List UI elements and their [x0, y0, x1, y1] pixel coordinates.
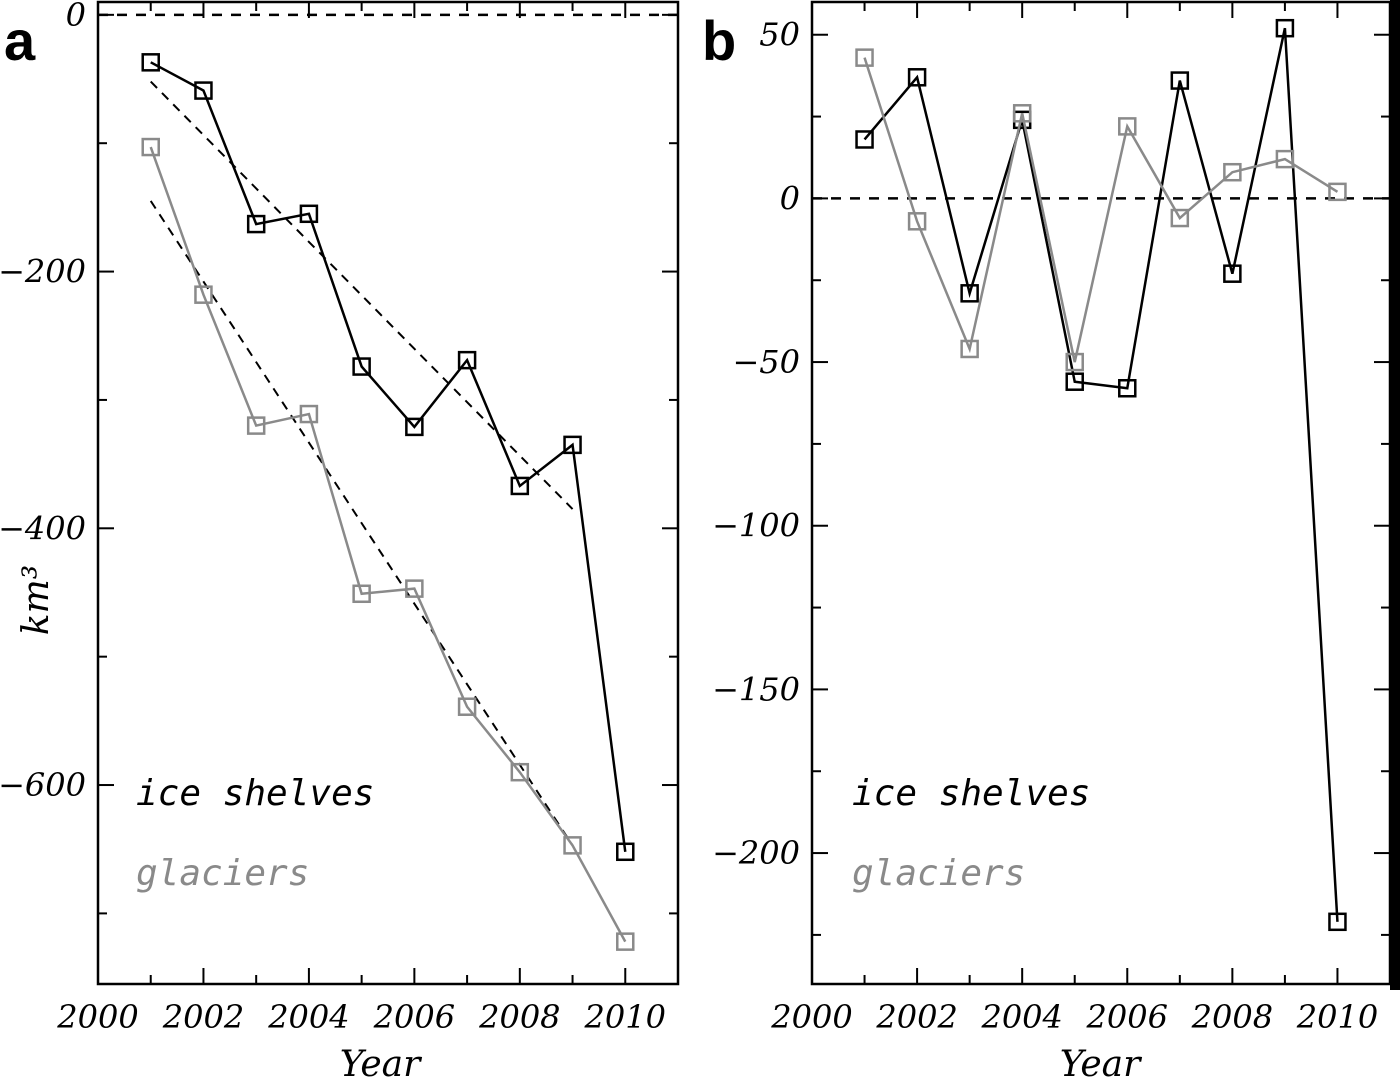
panel-b-x-tick-label: 2000 [770, 998, 852, 1036]
panel-b-x-tick-label: 2006 [1086, 998, 1168, 1036]
panel-a-y-tick-label: −200 [0, 253, 86, 291]
panel-b-x-tick-label: 2002 [875, 998, 957, 1036]
panel-a-glaciers-marker [299, 404, 319, 424]
panel-a-x-tick-label: 2006 [373, 998, 455, 1036]
panel-a-glaciers-marker [405, 579, 424, 598]
panel-b-ice-shelves-marker [1223, 264, 1242, 283]
panel-a-glaciers-marker [246, 416, 266, 435]
panel-b-ice-shelves-marker [1065, 372, 1084, 391]
panel-a-ice-shelves-marker [352, 357, 371, 376]
panel-b-legend: ice shelves glaciers [852, 773, 1090, 894]
panel-b-ice-shelves-marker [1118, 379, 1137, 398]
panel-b-glaciers-marker [1118, 117, 1137, 136]
panel-a-series [141, 53, 635, 951]
panel-b-ice-shelves-marker [960, 284, 979, 303]
panel-a-legend-glaciers: glaciers [136, 853, 309, 894]
panel-a-glaciers-marker [352, 584, 371, 604]
panel-b-frame [810, 0, 1392, 986]
panel-a-ice-shelves-marker [510, 476, 530, 496]
panel-b-glaciers-marker [1170, 208, 1190, 228]
panel-a-x-axis-title: Year [340, 1044, 422, 1080]
panel-b-x-tick-label: 2010 [1296, 998, 1378, 1036]
panel-b-glaciers-marker [855, 48, 874, 67]
panel-b-legend-ice-shelves: ice shelves [852, 773, 1090, 814]
panel-a-x-tick-label: 2008 [478, 998, 560, 1036]
panel-b-y-tick-label: 50 [759, 16, 800, 54]
panel-b-glaciers-marker [907, 212, 927, 231]
panel-b-glaciers-line [863, 57, 1339, 363]
panel-b-ice-shelves-marker [1170, 71, 1190, 90]
panel-a-x-tick-label: 2002 [162, 998, 244, 1036]
panel-a-ice-shelves-marker [141, 53, 160, 72]
panel-a: a Year km³ 2000 2002 2004 2006 2008 2010 0 −200… [0, 0, 680, 1080]
panel-b-label: b [702, 9, 736, 72]
panel-b-glaciers-marker [1275, 149, 1295, 169]
panel-a-glaciers-marker [141, 137, 160, 157]
panel-a-y-tick-label: 0 [66, 0, 86, 34]
panel-b-glaciers-marker [1012, 104, 1032, 123]
panel-b: b Year 2000 2002 2004 2006 2008 2010 50 0 −50 −10… [702, 0, 1392, 1080]
panel-a-y-tick-label: −600 [0, 766, 86, 804]
panel-a-ice-shelves-marker [405, 417, 424, 437]
panel-a-glaciers-line [149, 146, 627, 943]
panel-a-glaciers-marker [510, 762, 530, 782]
panel-a-frame [96, 0, 680, 986]
panel-b-ice-shelves-line [863, 27, 1339, 922]
panel-b-glaciers-marker [1065, 352, 1084, 372]
panel-a-ice-shelves-marker [246, 214, 266, 234]
panel-a-y-axis-title: km³ [16, 565, 57, 635]
right-edge-bar [1390, 0, 1400, 990]
panel-b-y-tick-label: 0 [780, 179, 800, 217]
panel-b-glaciers-marker [1223, 162, 1242, 182]
panel-b-glaciers-marker [960, 339, 979, 359]
panel-a-legend: ice shelves glaciers [136, 773, 374, 894]
panel-a-x-tick-label: 2000 [56, 998, 138, 1036]
panel-a-ice-shelves-marker [457, 350, 477, 370]
panel-a-x-tick-label: 2004 [267, 998, 349, 1036]
panel-b-x-tick-label: 2008 [1191, 998, 1273, 1036]
panel-b-y-tick-label: −150 [712, 670, 800, 708]
panel-b-ticks: 2000 2002 2004 2006 2008 2010 50 0 −50 −100 −150 −2… [712, 2, 1391, 1036]
panel-a-label: a [4, 9, 36, 72]
panel-b-y-tick-label: −200 [712, 834, 800, 872]
panel-b-y-tick-label: −100 [712, 507, 800, 545]
panel-a-glaciers-marker [457, 697, 477, 716]
panel-a-trend-lines [149, 80, 574, 846]
panel-a-ice-shelves-trend-line [150, 80, 574, 510]
panel-a-glaciers-trend-line [149, 200, 574, 846]
panel-a-legend-ice-shelves: ice shelves [136, 773, 374, 814]
panel-a-x-tick-label: 2010 [584, 998, 666, 1036]
panel-b-y-tick-label: −50 [732, 343, 800, 381]
panel-a-y-tick-label: −400 [0, 509, 86, 547]
panel-b-ice-shelves-marker [855, 130, 874, 149]
panel-b-legend-glaciers: glaciers [852, 853, 1025, 894]
panel-b-glaciers-marker [1328, 182, 1347, 202]
panel-b-series [855, 18, 1347, 932]
panel-a-ice-shelves-marker [299, 204, 319, 224]
panel-a-glaciers-marker [616, 932, 635, 951]
panel-a-ice-shelves-line [150, 61, 627, 852]
panel-a-ice-shelves-marker [194, 81, 213, 100]
panel-a-glaciers-marker [563, 836, 582, 855]
panel-b-ice-shelves-marker [1328, 912, 1347, 932]
panel-b-ice-shelves-marker [1275, 18, 1295, 38]
panel-a-ice-shelves-marker [616, 842, 635, 862]
panel-b-x-tick-label: 2004 [980, 998, 1062, 1036]
panel-a-glaciers-marker [194, 285, 213, 304]
panel-b-x-axis-title: Year [1060, 1044, 1142, 1080]
panel-a-ice-shelves-marker [563, 435, 582, 455]
panel-b-ice-shelves-marker [907, 68, 927, 87]
